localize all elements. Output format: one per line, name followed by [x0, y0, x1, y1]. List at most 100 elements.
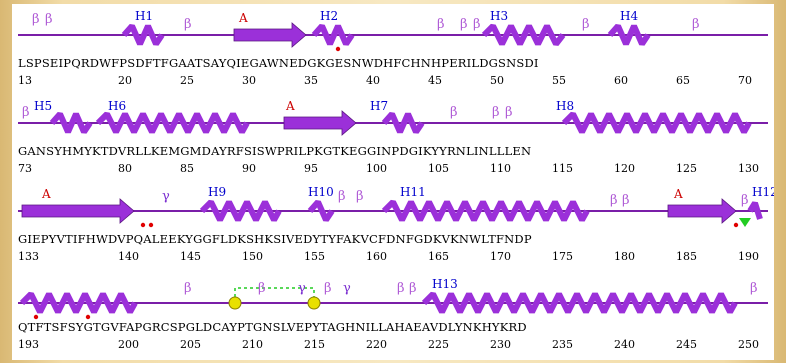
helix-h10: [307, 200, 335, 222]
helix-label-h10: H10: [308, 185, 334, 199]
residue-number: 140: [118, 250, 139, 263]
beta-turn-label: β: [258, 281, 266, 296]
helix-h9: [199, 199, 282, 222]
residue-number-axis-row-3: 133 140 145 150 155 160 165 170 175 180 …: [12, 250, 774, 264]
residue-number: 125: [676, 162, 697, 175]
helix-h1: [121, 24, 165, 46]
sequence-row-1: LSPSEIPQRDWFPSDFTFGAATSAYQIEGAWNEDGKGESN…: [18, 56, 539, 70]
residue-number: 250: [738, 338, 759, 351]
topology-panel: β β β β β β β β H1 A H2 H3 H4 LSPSE: [12, 4, 774, 360]
residue-number: 200: [118, 338, 139, 351]
residue-number: 95: [304, 162, 318, 175]
residue-number: 245: [676, 338, 697, 351]
glycosylation-marker: [739, 218, 751, 227]
strand-arrow: [21, 198, 135, 224]
residue-number: 130: [738, 162, 759, 175]
residue-number: 70: [738, 74, 752, 87]
residue-number: 180: [614, 250, 635, 263]
residue-number: 185: [676, 250, 697, 263]
beta-turn-label: β: [622, 193, 630, 208]
marker-star: [85, 314, 91, 320]
residue-number: 170: [490, 250, 511, 263]
helix-label-h9: H9: [208, 185, 226, 199]
helix-label-h2: H2: [320, 9, 338, 23]
residue-number: 205: [180, 338, 201, 351]
secondary-structure-track-row-3: A γ H9 H10 β β H11 β β A β H12: [18, 185, 774, 228]
residue-number: 220: [366, 338, 387, 351]
beta-turn-label: β: [505, 105, 513, 120]
helix-segment: [19, 291, 138, 314]
helix-label-h12: H12: [752, 185, 774, 199]
helix-h8: [561, 111, 752, 134]
beta-turn-label: β: [610, 193, 618, 208]
beta-turn-label: β: [356, 189, 364, 204]
helix-label-h8: H8: [556, 99, 574, 113]
residue-number: 235: [552, 338, 573, 351]
residue-number: 193: [18, 338, 39, 351]
sequence-row-2: GANSYHMYKTDVRLLKEMGMDAYRFSISWPRILPKGTKEG…: [18, 144, 532, 158]
residue-number: 45: [428, 74, 442, 87]
helix-label-h11: H11: [400, 185, 426, 199]
helix-label-h5: H5: [34, 99, 52, 113]
residue-number: 105: [428, 162, 449, 175]
residue-number: 165: [428, 250, 449, 263]
beta-turn-label: β: [338, 189, 346, 204]
residue-number: 80: [118, 162, 132, 175]
helix-label-h4: H4: [620, 9, 638, 23]
beta-turn-label: β: [460, 17, 468, 32]
marker-star: [33, 314, 39, 320]
beta-turn-label: β: [582, 17, 590, 32]
residue-number: 100: [366, 162, 387, 175]
marker-star: [140, 222, 146, 228]
residue-number: 190: [738, 250, 759, 263]
strand-label: A: [673, 187, 683, 201]
secondary-structure-track-row-2: β β β β H5 H6 A H7 H8: [18, 99, 768, 136]
beta-turn-label: β: [45, 12, 53, 27]
beta-turn-label: β: [184, 281, 192, 296]
residue-number: 145: [180, 250, 201, 263]
strand-label: A: [285, 99, 295, 113]
helix-h2: [311, 24, 355, 46]
strand-label: A: [238, 11, 248, 25]
residue-number: 160: [366, 250, 387, 263]
helix-h12: [747, 201, 763, 220]
residue-number-axis-row-4: 193 200 205 210 215 220 225 230 235 240 …: [12, 338, 774, 352]
helix-label-h3: H3: [490, 9, 508, 23]
residue-number: 150: [242, 250, 263, 263]
helix-h4: [607, 24, 651, 46]
strand-arrow: [283, 110, 357, 136]
residue-number: 120: [614, 162, 635, 175]
residue-number: 175: [552, 250, 573, 263]
beta-turn-label: β: [750, 281, 758, 296]
residue-number-axis-row-1: 13 20 25 30 35 40 45 50 55 60 65 70: [12, 74, 774, 88]
residue-number: 115: [552, 162, 573, 175]
disulfide-cysteine-node: [228, 296, 242, 310]
beta-turn-label: β: [22, 105, 30, 120]
beta-turn-label: β: [741, 193, 749, 208]
residue-number: 110: [490, 162, 511, 175]
secondary-structure-track-row-1: β β β β β β β β H1 A H2 H3 H4: [18, 9, 768, 52]
helix-h11: [381, 199, 590, 222]
disulfide-cysteine-node: [307, 296, 321, 310]
residue-number: 50: [490, 74, 504, 87]
residue-number: 13: [18, 74, 32, 87]
marker-star: [733, 222, 739, 228]
residue-number: 230: [490, 338, 511, 351]
beta-turn-label: β: [450, 105, 458, 120]
helix-label-h7: H7: [370, 99, 388, 113]
beta-turn-label: β: [492, 105, 500, 120]
strand-arrow: [667, 198, 737, 224]
residue-number: 240: [614, 338, 635, 351]
beta-turn-label: β: [437, 17, 445, 32]
residue-number: 225: [428, 338, 449, 351]
residue-number: 40: [366, 74, 380, 87]
beta-turn-label: β: [184, 17, 192, 32]
residue-number: 90: [242, 162, 256, 175]
helix-h13: [421, 291, 738, 314]
residue-number: 215: [304, 338, 325, 351]
gamma-turn-label: γ: [162, 189, 170, 204]
beta-turn-label: β: [324, 281, 332, 296]
helix-h3: [481, 23, 566, 46]
residue-number: 73: [18, 162, 32, 175]
strand-arrow: [233, 22, 307, 48]
